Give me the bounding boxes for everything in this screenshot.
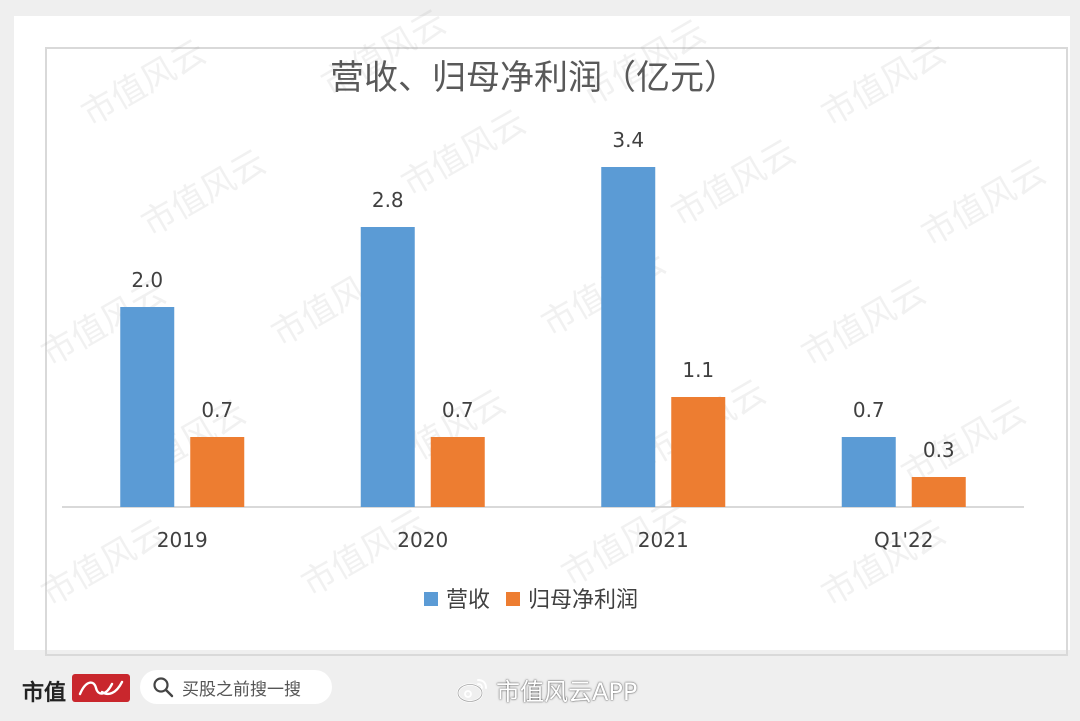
net-profit-bar xyxy=(671,397,726,507)
search-icon xyxy=(152,676,174,698)
weibo-icon xyxy=(456,676,488,704)
chart-frame xyxy=(45,47,1068,656)
x-tick-label: 2021 xyxy=(638,528,689,552)
search-box[interactable]: 买股之前搜一搜 xyxy=(140,670,332,704)
net-profit-data-label: 1.1 xyxy=(682,358,714,382)
brand-name: 市值 xyxy=(22,681,67,706)
net-profit-legend-swatch xyxy=(506,592,520,606)
chart-title: 营收、归母净利润（亿元） xyxy=(330,58,738,98)
revenue-data-label: 0.7 xyxy=(853,398,885,422)
weibo-handle: 市值风云APP xyxy=(456,672,637,707)
revenue-bar xyxy=(841,437,896,507)
search-placeholder: 买股之前搜一搜 xyxy=(182,679,301,700)
revenue-bar xyxy=(601,167,656,507)
revenue-bar xyxy=(120,307,175,507)
revenue-legend-swatch xyxy=(424,592,438,606)
x-tick-label: 2019 xyxy=(157,528,208,552)
revenue-data-label: 2.8 xyxy=(372,188,404,212)
net-profit-legend-label: 归母净利润 xyxy=(528,588,638,613)
x-tick-label: Q1'22 xyxy=(874,528,933,552)
net-profit-bar xyxy=(430,437,485,507)
net-profit-data-label: 0.3 xyxy=(923,438,955,462)
weibo-handle-text: 市值风云APP xyxy=(496,678,638,706)
revenue-bar xyxy=(360,227,415,507)
brand-logo xyxy=(72,674,130,702)
net-profit-bar xyxy=(911,477,966,507)
bar-chart: 营收、归母净利润（亿元） 2.0 0.7 2019 2.8 0.7 2020 3.4 1.1 20… xyxy=(62,58,1024,613)
revenue-data-label: 2.0 xyxy=(131,268,163,292)
net-profit-data-label: 0.7 xyxy=(201,398,233,422)
net-profit-bar xyxy=(190,437,245,507)
x-tick-label: 2020 xyxy=(397,528,448,552)
revenue-legend-label: 营收 xyxy=(446,588,490,613)
brand-logo-mark xyxy=(78,680,124,696)
footer-bar: 市值 买股之前搜一搜 市值风云APP xyxy=(0,650,1080,721)
revenue-data-label: 3.4 xyxy=(612,128,644,152)
net-profit-data-label: 0.7 xyxy=(442,398,474,422)
chart-card: 市值风云 市值风云 市值风云 市值风云 市值风云 市值风云 市值风云 市值风云 市值风云 市值风云… xyxy=(14,2,1070,656)
